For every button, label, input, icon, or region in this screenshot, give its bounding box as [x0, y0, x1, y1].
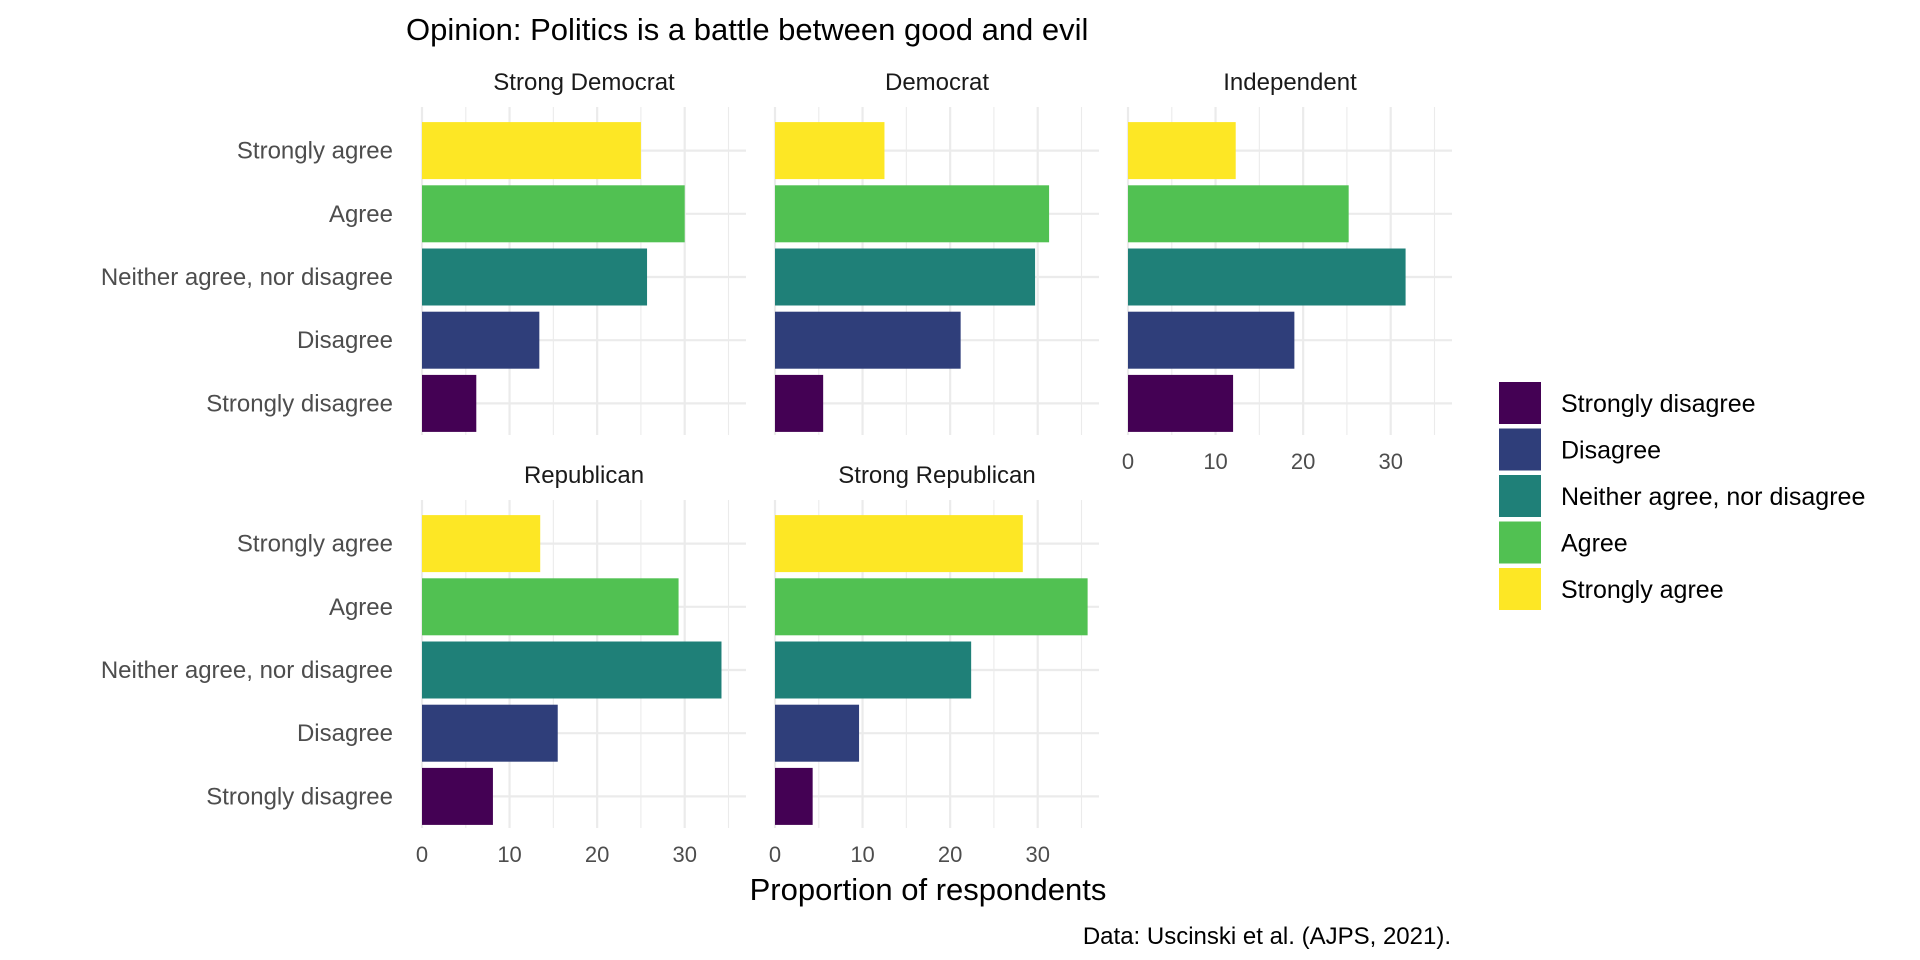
- x-tick-label: 20: [938, 842, 962, 867]
- x-tick-label: 30: [1378, 449, 1402, 474]
- panel-strip-label: Republican: [524, 462, 644, 489]
- chart-title: Opinion: Politics is a battle between go…: [406, 12, 1088, 47]
- x-tick-label: 10: [497, 842, 521, 867]
- bar-disagree: [1128, 311, 1295, 369]
- category-label: Neither agree, nor disagree: [101, 657, 393, 684]
- legend-swatch: [1499, 521, 1541, 564]
- legend-label: Agree: [1561, 530, 1628, 558]
- panel-strong-republican: Strong Republican 0 10 20 30: [769, 462, 1099, 867]
- panel-republican: Republican Strongly disagree Disagree Neith…: [101, 462, 746, 867]
- bar-disagree: [775, 311, 961, 369]
- legend: Strongly disagree Disagree Neither agree, …: [1499, 382, 1865, 610]
- legend-swatch: [1499, 568, 1541, 610]
- category-label: Strongly agree: [237, 531, 393, 558]
- bar-agree: [1128, 185, 1349, 243]
- bar-strongly-agree: [422, 515, 541, 573]
- panel-democrat: Democrat: [773, 69, 1099, 435]
- category-label: Agree: [329, 594, 393, 621]
- legend-swatch: [1499, 382, 1541, 424]
- category-label: Disagree: [297, 327, 393, 354]
- category-label: Neither agree, nor disagree: [101, 264, 393, 291]
- legend-item-strongly-disagree: Strongly disagree: [1499, 382, 1756, 424]
- bar-strongly-disagree: [775, 767, 813, 825]
- bar-strongly-agree: [775, 122, 885, 180]
- legend-item-strongly-agree: Strongly agree: [1499, 568, 1724, 610]
- legend-item-agree: Agree: [1499, 521, 1628, 564]
- x-tick-label: 10: [850, 842, 874, 867]
- legend-swatch: [1499, 475, 1541, 517]
- category-label: Agree: [329, 201, 393, 228]
- panel-strip-label: Independent: [1223, 69, 1357, 96]
- category-label: Disagree: [297, 720, 393, 747]
- x-tick-label: 30: [1025, 842, 1049, 867]
- panels-layer: Strong Democrat Strongly disagree Disagree…: [101, 69, 1452, 867]
- x-tick-label: 20: [585, 842, 609, 867]
- legend-item-neither-agree-nor-disagree: Neither agree, nor disagree: [1499, 475, 1865, 517]
- panel-independent: Independent 0 10 20 30: [1122, 69, 1452, 474]
- legend-item-disagree: Disagree: [1499, 428, 1661, 471]
- panel-strip-label: Democrat: [885, 69, 989, 96]
- panel-strip-label: Strong Republican: [838, 462, 1035, 489]
- bar-agree: [422, 185, 685, 243]
- bar-strongly-disagree: [422, 767, 493, 825]
- bar-disagree: [422, 311, 540, 369]
- bar-neither-agree-nor-disagree: [422, 641, 722, 699]
- bar-neither-agree-nor-disagree: [775, 641, 972, 699]
- bar-neither-agree-nor-disagree: [422, 248, 648, 306]
- category-label: Strongly agree: [237, 138, 393, 165]
- panel-strip-label: Strong Democrat: [493, 69, 675, 96]
- bar-strongly-agree: [775, 515, 1023, 573]
- x-tick-label: 0: [1122, 449, 1134, 474]
- bar-strongly-agree: [422, 122, 641, 180]
- bar-strongly-disagree: [775, 374, 824, 432]
- x-tick-label: 20: [1291, 449, 1315, 474]
- bar-strongly-agree: [1128, 122, 1236, 180]
- x-tick-label: 0: [416, 842, 428, 867]
- legend-label: Neither agree, nor disagree: [1561, 483, 1865, 511]
- panel-strong-democrat: Strong Democrat Strongly disagree Disagree…: [101, 69, 746, 435]
- bar-strongly-disagree: [1128, 374, 1234, 432]
- legend-label: Strongly agree: [1561, 576, 1724, 604]
- category-label: Strongly disagree: [206, 783, 393, 810]
- x-tick-label: 10: [1203, 449, 1227, 474]
- bar-disagree: [422, 704, 558, 762]
- x-tick-label: 30: [672, 842, 696, 867]
- legend-swatch: [1499, 428, 1541, 471]
- x-axis-label: Proportion of respondents: [750, 872, 1107, 907]
- bar-strongly-disagree: [422, 374, 477, 432]
- x-tick-label: 0: [769, 842, 781, 867]
- caption: Data: Uscinski et al. (AJPS, 2021).: [1083, 923, 1451, 950]
- bar-disagree: [775, 704, 860, 762]
- bar-neither-agree-nor-disagree: [1128, 248, 1406, 306]
- legend-label: Strongly disagree: [1561, 390, 1756, 418]
- bar-neither-agree-nor-disagree: [775, 248, 1036, 306]
- bar-agree: [775, 185, 1050, 243]
- bar-agree: [422, 578, 679, 636]
- category-label: Strongly disagree: [206, 390, 393, 417]
- bar-agree: [775, 578, 1088, 636]
- legend-label: Disagree: [1561, 437, 1661, 465]
